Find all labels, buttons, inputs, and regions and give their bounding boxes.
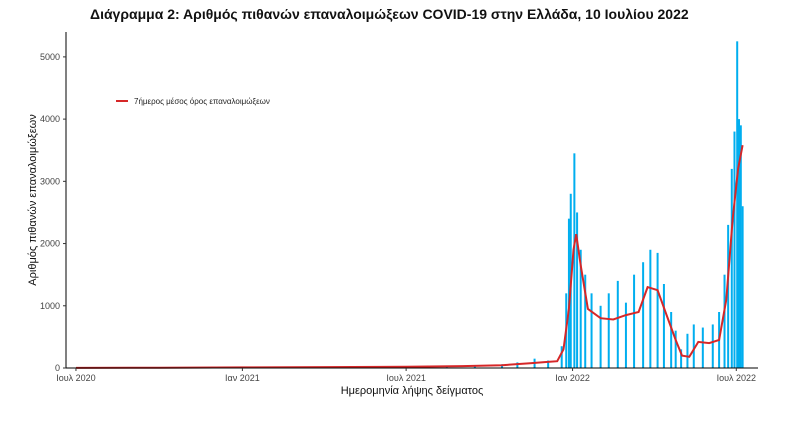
bar bbox=[560, 346, 563, 368]
y-tick-label: 0 bbox=[55, 363, 60, 373]
bar bbox=[624, 302, 627, 368]
bar bbox=[656, 252, 659, 368]
bar bbox=[584, 274, 587, 368]
x-tick-label: Ιουλ 2020 bbox=[56, 373, 95, 383]
x-tick-label: Ιαν 2021 bbox=[225, 373, 260, 383]
bar bbox=[473, 365, 476, 368]
bar bbox=[590, 293, 593, 368]
y-tick-label: 3000 bbox=[40, 176, 60, 186]
bar bbox=[727, 224, 730, 368]
bar bbox=[567, 218, 570, 368]
y-tick-label: 2000 bbox=[40, 239, 60, 249]
axes-layer: 0 1000 2000 3000 4000 5000 Ιουλ 2020 Ιαν 2021 Ιο… bbox=[40, 32, 758, 383]
bar bbox=[633, 274, 636, 368]
x-axis-label: Ημερομηνία λήψης δείγματος bbox=[341, 385, 484, 397]
bar bbox=[576, 212, 579, 368]
bar bbox=[733, 131, 736, 368]
bar bbox=[736, 41, 739, 368]
bar bbox=[573, 153, 576, 368]
bar bbox=[599, 305, 602, 368]
moving-average-line bbox=[75, 145, 744, 369]
bar bbox=[730, 168, 733, 368]
bar bbox=[680, 349, 683, 368]
bar bbox=[670, 312, 673, 368]
legend: 7ήμερος μέσος όρος επαναλοιμώξεων bbox=[116, 97, 270, 106]
bar bbox=[723, 274, 726, 368]
x-tick-label: Ιουλ 2022 bbox=[717, 373, 756, 383]
y-tick-label: 1000 bbox=[40, 301, 60, 311]
bar bbox=[649, 249, 652, 368]
bar bbox=[662, 284, 665, 368]
bar bbox=[741, 206, 744, 368]
x-tick-label: Ιουλ 2021 bbox=[386, 373, 425, 383]
x-tick-label: Ιαν 2022 bbox=[555, 373, 590, 383]
legend-label: 7ήμερος μέσος όρος επαναλοιμώξεων bbox=[134, 97, 270, 106]
bar bbox=[701, 327, 704, 368]
bar bbox=[739, 125, 742, 368]
bar bbox=[711, 324, 714, 368]
bar bbox=[607, 293, 610, 368]
bar bbox=[616, 280, 619, 368]
bar bbox=[547, 360, 550, 368]
bar bbox=[692, 324, 695, 368]
bar bbox=[686, 333, 689, 368]
bar bbox=[642, 262, 645, 368]
bar bbox=[738, 119, 741, 368]
bar bbox=[579, 249, 582, 368]
y-axis-label: Αριθμός πιθανών επαναλοιμώξεων bbox=[27, 114, 39, 286]
y-tick-label: 5000 bbox=[40, 52, 60, 62]
bar bbox=[674, 330, 677, 368]
chart-title: Διάγραμμα 2: Αριθμός πιθανών επαναλοιμώξ… bbox=[90, 6, 689, 22]
bar bbox=[516, 362, 519, 368]
bars-layer bbox=[74, 41, 744, 369]
y-tick-label: 4000 bbox=[40, 114, 60, 124]
